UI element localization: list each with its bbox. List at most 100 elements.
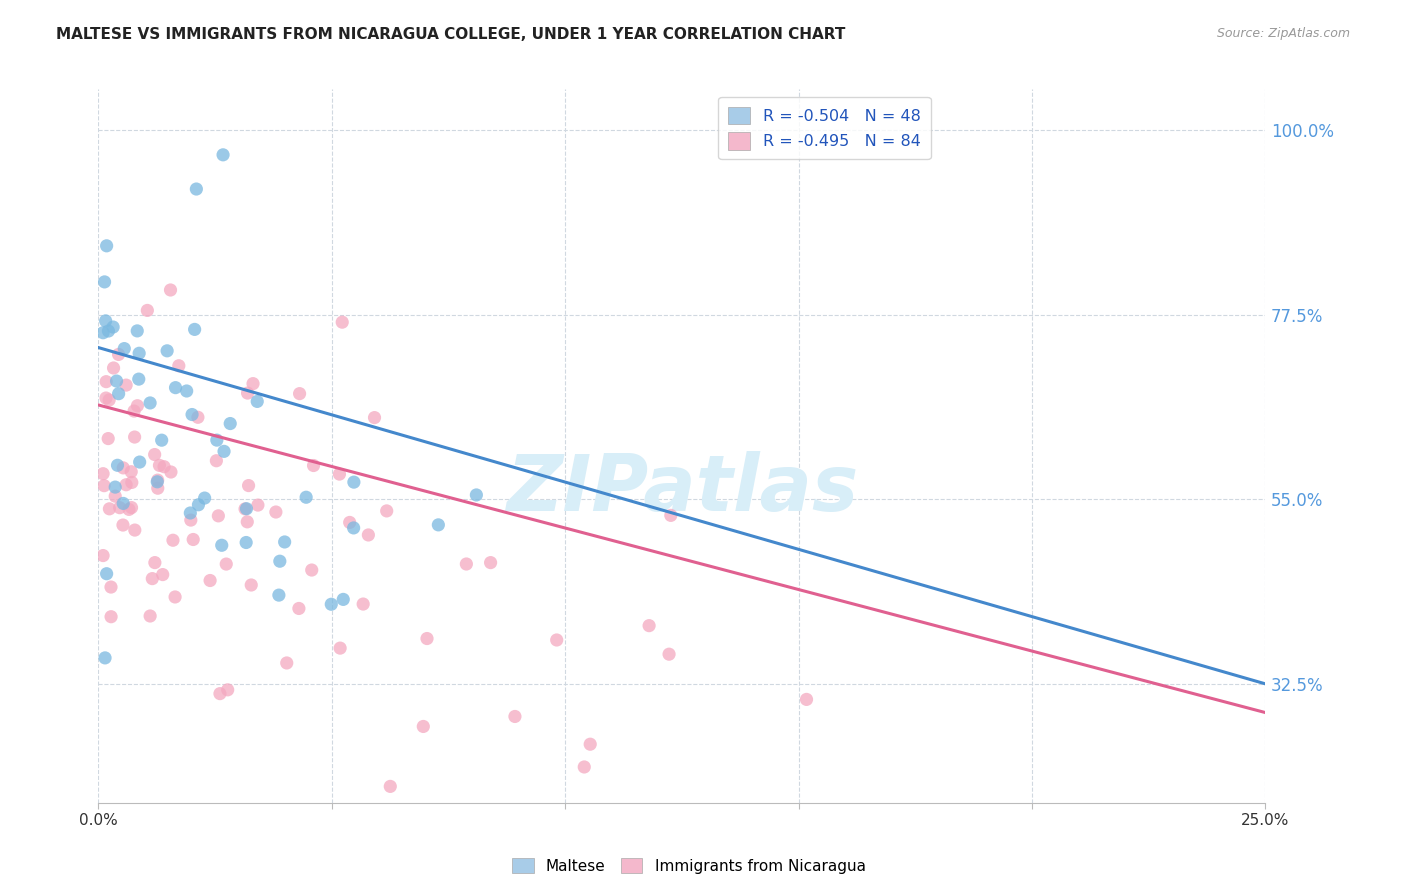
Point [121, 475, 143, 490]
Point [321, 597, 343, 611]
Point [108, 500, 131, 515]
Point [796, 692, 818, 706]
Point [128, 372, 150, 386]
Point [246, 498, 269, 512]
Point [212, 444, 235, 458]
Point [165, 590, 187, 604]
Point [180, 513, 202, 527]
Point [479, 556, 502, 570]
Point [416, 632, 439, 646]
Text: MALTESE VS IMMIGRANTS FROM NICARAGUA COLLEGE, UNDER 1 YEAR CORRELATION CHART: MALTESE VS IMMIGRANTS FROM NICARAGUA COL… [56, 27, 845, 42]
Point [112, 342, 135, 356]
Point [288, 386, 311, 401]
Point [238, 478, 260, 492]
Point [187, 410, 209, 425]
Point [363, 410, 385, 425]
Point [107, 347, 129, 361]
Point [217, 682, 239, 697]
Point [105, 374, 128, 388]
Point [357, 528, 380, 542]
Point [120, 465, 142, 479]
Point [104, 489, 127, 503]
Point [211, 538, 233, 552]
Point [124, 523, 146, 537]
Point [339, 516, 361, 530]
Point [207, 508, 229, 523]
Text: Source: ZipAtlas.com: Source: ZipAtlas.com [1216, 27, 1350, 40]
Point [141, 572, 163, 586]
Point [143, 448, 166, 462]
Point [273, 535, 295, 549]
Legend: R = -0.504   N = 48, R = -0.495   N = 84: R = -0.504 N = 48, R = -0.495 N = 84 [718, 97, 931, 159]
Point [235, 501, 257, 516]
Point [574, 760, 596, 774]
Point [343, 475, 366, 490]
Point [100, 609, 122, 624]
Point [160, 465, 183, 479]
Point [179, 506, 201, 520]
Point [264, 505, 287, 519]
Point [205, 433, 228, 447]
Point [181, 408, 204, 422]
Point [205, 454, 228, 468]
Point [187, 498, 209, 512]
Point [97, 432, 120, 446]
Point [658, 647, 681, 661]
Point [128, 346, 150, 360]
Point [101, 320, 124, 334]
Point [465, 488, 488, 502]
Point [288, 601, 311, 615]
Point [242, 376, 264, 391]
Point [156, 343, 179, 358]
Point [107, 458, 129, 473]
Point [122, 404, 145, 418]
Point [96, 566, 118, 581]
Point [165, 381, 187, 395]
Point [97, 324, 120, 338]
Point [103, 361, 125, 376]
Point [352, 597, 374, 611]
Point [115, 378, 138, 392]
Point [456, 557, 478, 571]
Point [94, 651, 117, 665]
Point [236, 386, 259, 401]
Point [328, 467, 350, 481]
Point [219, 417, 242, 431]
Point [139, 396, 162, 410]
Point [380, 780, 402, 794]
Point [96, 239, 118, 253]
Point [659, 508, 682, 523]
Point [115, 477, 138, 491]
Point [332, 592, 354, 607]
Point [118, 502, 141, 516]
Point [128, 455, 150, 469]
Point [148, 458, 170, 473]
Point [146, 481, 169, 495]
Point [98, 392, 121, 407]
Point [143, 556, 166, 570]
Point [162, 533, 184, 548]
Point [329, 641, 352, 656]
Point [240, 578, 263, 592]
Point [276, 656, 298, 670]
Point [93, 478, 115, 492]
Point [246, 394, 269, 409]
Point [503, 709, 526, 723]
Point [146, 473, 169, 487]
Point [91, 467, 114, 481]
Point [146, 475, 169, 489]
Point [212, 148, 235, 162]
Point [330, 315, 353, 329]
Point [267, 588, 290, 602]
Point [412, 719, 434, 733]
Point [159, 283, 181, 297]
Point [153, 459, 176, 474]
Point [295, 490, 318, 504]
Point [96, 375, 118, 389]
Point [301, 563, 323, 577]
Point [181, 533, 204, 547]
Point [208, 687, 231, 701]
Point [194, 491, 217, 505]
Point [152, 567, 174, 582]
Point [94, 314, 117, 328]
